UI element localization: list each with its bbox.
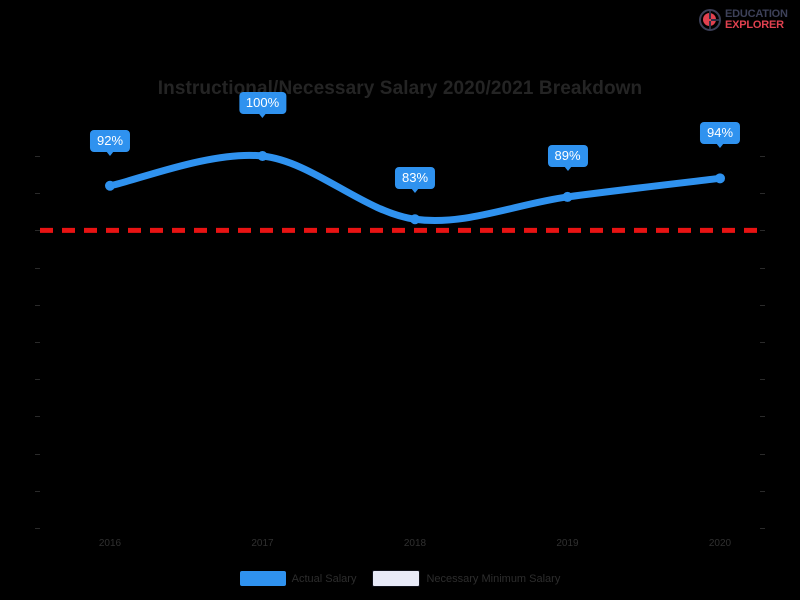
x-axis-tick-label: 2017 [251, 538, 274, 549]
data-point-label: 92% [89, 129, 131, 156]
right-axis-tick [760, 490, 765, 492]
left-axis-tick [35, 156, 40, 157]
data-point-label: 89% [547, 144, 588, 171]
left-axis-tick [35, 267, 40, 269]
legend-label: Actual Salary [291, 572, 357, 585]
right-axis-tick [760, 416, 765, 418]
logo-line-2: EXPLORER [725, 19, 784, 31]
data-point-marker [257, 151, 268, 161]
right-axis-tick [760, 379, 765, 381]
x-axis-tick-label: 2019 [556, 538, 579, 549]
logo-wordmark: EDUCATION EXPLORER [725, 7, 788, 31]
data-point-marker [105, 180, 115, 191]
right-axis-tick [760, 528, 765, 529]
right-axis-tick [760, 156, 765, 157]
left-axis-tick [35, 379, 40, 381]
legend-swatch-icon [372, 570, 421, 587]
left-axis-tick [35, 490, 40, 492]
data-point-label: 94% [699, 122, 741, 149]
x-axis-tick-label: 2016 [98, 538, 122, 549]
right-axis-tick [760, 193, 765, 195]
brand-logo: EDUCATION EXPLORER [698, 4, 794, 36]
data-point-marker [715, 173, 725, 184]
data-point-marker [410, 214, 420, 225]
x-axis-tick-label: 2018 [403, 538, 427, 549]
right-axis-tick [760, 304, 765, 306]
logo-line-1: EDUCATION [725, 7, 788, 20]
globe-mark-icon [698, 8, 722, 32]
legend-entry[interactable]: Necessary Minimum Salary [372, 570, 560, 587]
right-axis-tick [760, 230, 765, 232]
series-markers [105, 151, 725, 225]
left-axis-tick [35, 453, 40, 455]
left-axis-tick [35, 304, 40, 306]
right-axis-tick [760, 342, 765, 343]
left-axis-tick [35, 193, 40, 195]
data-point-label: 83% [394, 167, 436, 194]
right-axis-tick [760, 267, 765, 269]
left-axis-tick [35, 528, 40, 529]
left-axis-tick [35, 416, 40, 418]
left-axis-tick [35, 230, 40, 232]
legend-label: Necessary Minimum Salary [426, 572, 561, 585]
data-point-marker [562, 191, 573, 202]
legend-entry[interactable]: Actual Salary [239, 571, 357, 586]
left-axis-tick [35, 342, 40, 343]
series-canvas [40, 151, 760, 233]
right-axis-tick [760, 453, 765, 455]
chart-plot-area: 100%90%80%70%60%50%40%30%20%10%0% $5,000… [35, 92, 765, 549]
x-axis-tick-label: 2020 [708, 538, 732, 549]
legend-swatch-icon [239, 571, 286, 586]
data-point-label: 100% [238, 92, 287, 118]
chart-legend: Actual Salary Necessary Minimum Salary [0, 570, 800, 587]
chart-title: Instructional/Necessary Salary 2020/2021… [157, 78, 643, 99]
